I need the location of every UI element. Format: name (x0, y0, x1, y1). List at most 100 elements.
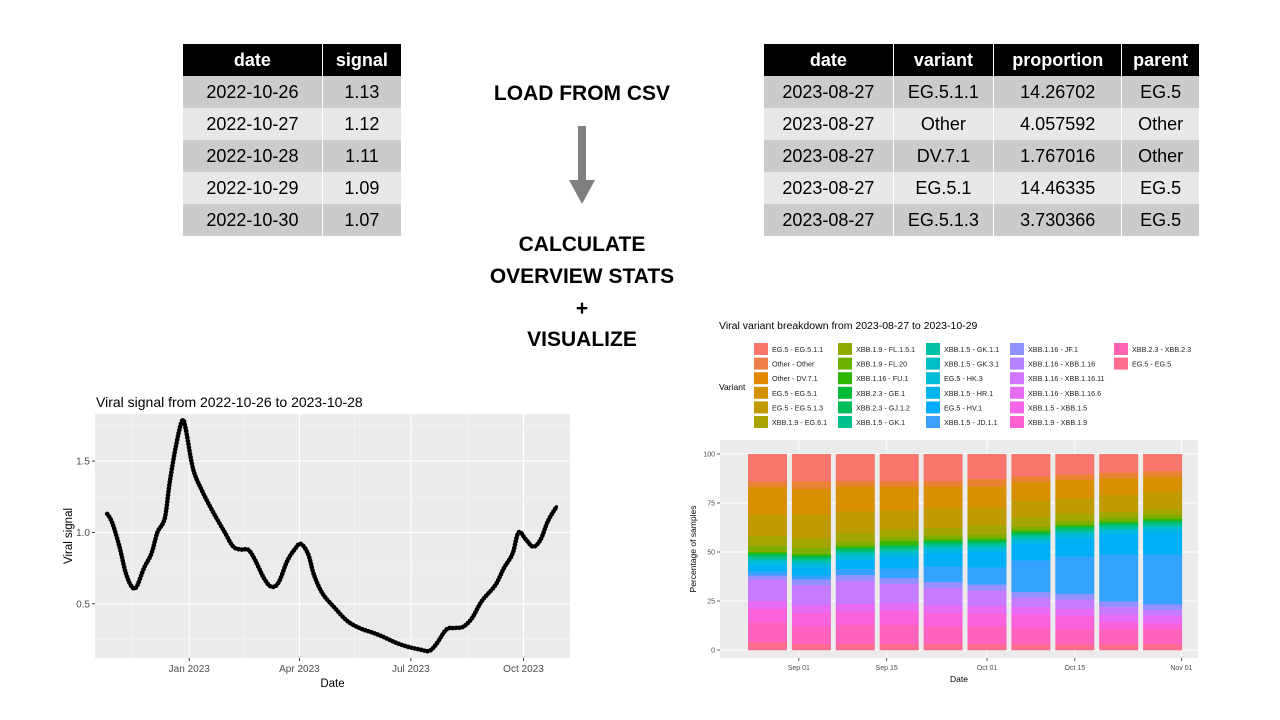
legend-label: EG.5 - EG.5.1 (772, 389, 817, 398)
bar-segment (748, 559, 787, 563)
bar-segment (1055, 474, 1095, 481)
variant-table-cell: EG.5 (1122, 172, 1199, 204)
bar-segment (879, 611, 919, 626)
bar-segment (967, 567, 1007, 585)
bar-segment (923, 535, 963, 540)
bar-segment (1011, 534, 1051, 537)
variant-table: date variant proportion parent 2023-08-27 EG… (764, 44, 1199, 236)
bar-segment (748, 565, 787, 572)
bar-segment (1011, 644, 1051, 651)
legend-key (926, 357, 940, 370)
y-tick-label: 50 (707, 550, 715, 557)
y-tick-label: 25 (707, 599, 715, 606)
bar-segment (967, 613, 1007, 628)
bar-segment (1099, 554, 1139, 602)
legend-key (1010, 416, 1024, 428)
x-axis-title: Date (320, 678, 344, 690)
legend-key (754, 386, 768, 399)
bar-segment (791, 557, 831, 561)
bar-segment (835, 569, 875, 576)
bar-segment (923, 539, 963, 542)
bar-segment (923, 605, 963, 614)
bar-segment (879, 549, 919, 552)
bar-segment (923, 545, 963, 548)
legend-key (838, 357, 852, 370)
bar-segment (1099, 454, 1139, 473)
bar-segment (1143, 492, 1183, 510)
bar-segment (1055, 530, 1095, 533)
bar-segment (1143, 528, 1183, 533)
legend-key (838, 386, 852, 399)
bar-segment (835, 542, 875, 547)
bar-segment (879, 547, 919, 550)
signal-table-cell: 1.09 (322, 172, 401, 204)
signal-point-markers (104, 417, 559, 654)
legend-label: XBB.1.5 - HR.1 (944, 389, 993, 398)
variant-table-row: 2023-08-27 EG.5.1.3 3.730366 EG.5 (764, 204, 1199, 236)
bar-segment (748, 553, 787, 557)
legend-label: Other - DV.7.1 (772, 374, 818, 383)
variant-table-cell: EG.5 (1122, 204, 1199, 236)
bar-segment (791, 585, 831, 606)
legend-label: XBB.1.5 - GK.1.1 (944, 345, 999, 354)
bar-segment (1011, 526, 1051, 531)
bar-segment (967, 534, 1007, 539)
bar-segment (923, 566, 963, 583)
bar-segment (1099, 534, 1139, 556)
bar-segment (1011, 597, 1051, 608)
bar-segment (835, 548, 875, 551)
legend-label: XBB.1.9 - FL.1.5.1 (856, 345, 915, 354)
bar-segment (967, 644, 1007, 651)
bar-segment (967, 552, 1007, 568)
legend-label: EG.5 - HV.1 (944, 403, 982, 412)
bar-segment (791, 567, 831, 576)
signal-table-column-header: date (183, 44, 323, 76)
signal-table: date signal 2022-10-26 1.13 2022-10-27 1.12 2… (183, 44, 401, 236)
bar-segment (1143, 476, 1183, 493)
bar-segment (748, 514, 787, 537)
signal-table-cell: 1.12 (322, 108, 401, 140)
y-tick-label: 1.0 (76, 528, 90, 539)
bar-segment (1011, 543, 1051, 561)
bar-segment (1099, 517, 1139, 522)
bar-segment (1055, 644, 1095, 651)
bar-segment (1143, 615, 1183, 624)
bar-segment (1099, 622, 1139, 630)
signal-table-row: 2022-10-30 1.07 (183, 204, 401, 236)
bar-segment (748, 642, 787, 651)
variant-table-row: 2023-08-27 Other 4.057592 Other (764, 108, 1199, 140)
bar-segment (923, 486, 963, 509)
bar-segment (1011, 560, 1051, 593)
legend-key (926, 343, 940, 355)
legend-key (1114, 343, 1128, 355)
variant-table-cell: EG.5.1.1 (893, 76, 995, 108)
bar-segment (967, 544, 1007, 547)
bar-segment (1055, 498, 1095, 515)
variant-table-header-row: date variant proportion parent (764, 44, 1199, 76)
x-tick-label: Sep 01 (788, 665, 810, 672)
signal-table-row: 2022-10-26 1.13 (183, 76, 401, 108)
bar-segment (879, 454, 919, 482)
variant-table-cell: 2023-08-27 (764, 108, 894, 140)
bar-segment (879, 529, 919, 538)
bar-segment (1055, 538, 1095, 557)
bar-segment (1099, 521, 1139, 524)
legend-key (926, 372, 940, 385)
bar-segment (879, 510, 919, 530)
legend-key (1010, 372, 1024, 385)
variant-table-column-header: proportion (994, 44, 1123, 76)
legend-label: XBB.1.16 - FU.1 (856, 374, 908, 383)
bar-segment (1011, 539, 1051, 544)
legend-key (838, 401, 852, 414)
bar-segment (1143, 454, 1183, 472)
bar-segment (1055, 513, 1095, 522)
bar-segment (748, 557, 787, 561)
bar-segment (1011, 482, 1051, 501)
bar-segment (967, 454, 1007, 480)
bar-segment (879, 556, 919, 569)
bar-segment (1099, 523, 1139, 526)
legend-label: EG.5 - EG.5.1.3 (772, 403, 823, 412)
legend-label: XBB.2.3 - GJ.1.2 (856, 403, 910, 412)
bar-segment (748, 601, 787, 610)
plot-panel (95, 414, 570, 658)
